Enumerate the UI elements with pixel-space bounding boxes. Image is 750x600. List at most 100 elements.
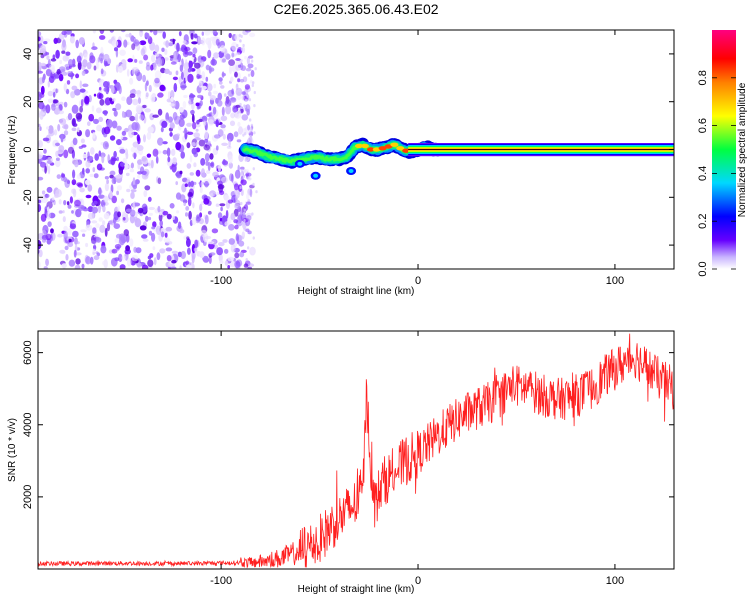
spectrogram-noise-cell [47, 90, 54, 97]
spectrogram-noise-cell [230, 243, 236, 253]
spectrogram-noise-cell [40, 213, 47, 222]
spectrogram-noise-cell [169, 103, 175, 107]
spectrogram-noise-cell [135, 247, 142, 254]
spectrogram-noise-cell [208, 106, 212, 111]
spectrogram-noise-cell [146, 35, 151, 40]
spectrogram-noise-cell [84, 95, 90, 105]
spectrogram-noise-cell [71, 210, 74, 214]
spectrogram-noise-cell [247, 63, 254, 69]
spectrogram-noise-cell [195, 102, 200, 107]
spectrogram-noise-cell [111, 177, 116, 184]
spectrogram-noise-cell [85, 224, 93, 231]
spectrogram-noise-cell [62, 216, 66, 223]
spectrogram-noise-cell [125, 152, 129, 160]
spectrogram-noise-cell [241, 95, 245, 101]
spectrogram-noise-cell [185, 212, 188, 217]
spectrogram-noise-cell [204, 153, 210, 162]
spectrogram-noise-cell [44, 165, 47, 174]
spectrogram-noise-cell [179, 64, 184, 73]
spectrogram-noise-cell [125, 33, 130, 38]
spectrogram-noise-cell [192, 47, 198, 54]
spectrogram-noise-cell [85, 168, 90, 174]
spectrogram-noise-cell [135, 149, 140, 154]
spectrogram-noise-cell [148, 230, 153, 236]
spectrogram-noise-cell [197, 94, 203, 99]
spectrogram-noise-cell [227, 154, 233, 164]
spectrogram-noise-cell [168, 42, 174, 47]
spectrogram-noise-cell [203, 144, 211, 151]
spectrogram-noise-cell [210, 102, 214, 113]
spectrogram-noise-cell [221, 106, 225, 116]
spectrogram-noise-cell [185, 206, 190, 211]
spectrogram-noise-cell [74, 88, 81, 96]
spectrogram-noise-cell [240, 78, 244, 83]
spectrogram-noise-cell [182, 101, 187, 109]
spectrogram-noise-cell [245, 258, 248, 262]
spectrogram-noise-cell [227, 256, 234, 262]
spectrogram-noise-cell [152, 221, 157, 228]
spectrogram-noise-cell [56, 174, 61, 180]
spectrogram-noise-cell [244, 30, 252, 33]
spectrogram-noise-cell [237, 191, 240, 196]
spectrogram-noise-cell [172, 111, 178, 121]
snr-x-tick-label: 100 [606, 575, 624, 587]
spectrogram-noise-cell [87, 184, 93, 192]
spectrogram-noise-cell [210, 193, 214, 198]
spectrogram-noise-cell [176, 133, 180, 137]
spectrogram-noise-cell [38, 151, 43, 159]
spectrogram-noise-cell [213, 52, 220, 59]
spectrogram-noise-cell [103, 126, 111, 135]
spectrogram-noise-cell [255, 190, 258, 194]
spectrogram-noise-cell [187, 191, 193, 198]
spectrogram-noise-cell [116, 156, 119, 162]
spectrogram-noise-cell [57, 110, 65, 115]
spectrogram-noise-cell [64, 245, 69, 251]
spectrogram-noise-cell [47, 59, 51, 67]
spectrogram-noise-cell [82, 153, 87, 159]
spectrogram-carrier-band [408, 144, 674, 146]
spectrogram-noise-cell [71, 127, 77, 132]
spectrogram-noise-cell [166, 147, 171, 157]
spectrogram-noise-cell [237, 121, 241, 127]
spectrogram-noise-cell [204, 30, 211, 36]
snr-y-tick-label: 4000 [22, 413, 34, 437]
snr-x-tick-label: -100 [210, 575, 232, 587]
spectrogram-noise-cell [243, 227, 246, 231]
spectrogram-noise-cell [75, 112, 83, 120]
spectrogram-noise-cell [106, 222, 111, 232]
spectrogram-noise-cell [101, 155, 105, 164]
spectrogram-noise-cell [239, 102, 242, 107]
spectrogram-noise-cell [231, 173, 234, 183]
spectrogram-noise-cell [175, 181, 178, 186]
spectrogram-noise-cell [148, 84, 152, 93]
spectrogram-noise-cell [98, 150, 102, 157]
spectrogram-noise-cell [189, 94, 196, 98]
spectrogram-noise-cell [134, 216, 138, 223]
spectrogram-noise-cell [247, 134, 253, 144]
spectrogram-noise-cell [69, 35, 75, 44]
spectrogram-noise-cell [121, 96, 126, 101]
spectrogram-noise-cell [55, 189, 62, 198]
colorbar-gradient [712, 30, 736, 269]
spectrogram-noise-cell [58, 145, 65, 153]
spectrogram-noise-cell [187, 197, 192, 207]
spectrogram-noise-cell [251, 83, 254, 88]
spectrogram-noise-cell [63, 177, 68, 183]
spectrogram-noise-cell [247, 124, 251, 131]
spectrogram-noise-cell [154, 70, 162, 80]
spectrogram-noise-cell [194, 246, 198, 253]
spectrogram-noise-cell [238, 33, 241, 38]
snr-y-tick-label: 2000 [22, 485, 34, 509]
spectrogram-noise-cell [221, 58, 227, 63]
spectrogram-noise-cell [55, 142, 60, 147]
spectrogram-noise-cell [121, 130, 127, 136]
spectrogram-noise-cell [218, 253, 223, 263]
spectrogram-noise-cell [150, 93, 156, 103]
spectrogram-noise-cell [240, 105, 243, 109]
spectrogram-noise-cell [86, 61, 92, 70]
spectrogram-noise-cell [217, 212, 223, 219]
spectrogram-noise-cell [83, 53, 88, 60]
spectrogram-noise-cell [79, 106, 83, 113]
spectrogram-noise-cell [109, 135, 116, 141]
spectrogram-carrier-band [408, 151, 674, 153]
